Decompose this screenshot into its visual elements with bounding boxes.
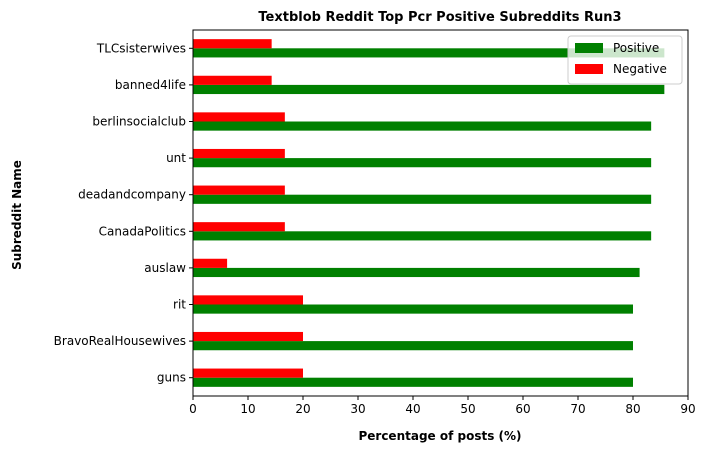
bar-positive-bravorealhousewives	[193, 341, 633, 351]
y-tick-label: BravoRealHousewives	[54, 334, 186, 348]
bar-positive-berlinsocialclub	[193, 121, 652, 131]
y-tick-label: guns	[157, 371, 186, 385]
x-tick-label: 0	[189, 402, 197, 416]
bar-negative-banned4life	[193, 75, 272, 85]
x-tick-label: 30	[350, 402, 365, 416]
bar-positive-unt	[193, 158, 652, 168]
legend-label-positive: Positive	[613, 41, 659, 55]
x-tick-label: 50	[460, 402, 475, 416]
plot-area	[192, 29, 689, 397]
bar-positive-canadapolitics	[193, 231, 652, 241]
bar-negative-auslaw	[193, 258, 228, 268]
bar-negative-tlcsisterwives	[193, 39, 272, 49]
y-tick-label: unt	[166, 151, 186, 165]
bar-negative-bravorealhousewives	[193, 331, 303, 342]
bar-negative-rit	[193, 295, 303, 305]
x-axis: 0 10 20 30 40 50 60 70 80 90	[189, 396, 696, 416]
bar-negative-berlinsocialclub	[193, 112, 285, 122]
y-tick-label: CanadaPolitics	[99, 224, 186, 238]
bar-negative-deadandcompany	[193, 185, 285, 195]
x-tick-label: 40	[405, 402, 420, 416]
x-tick-label: 60	[515, 402, 530, 416]
plot-frame	[192, 29, 689, 397]
y-axis-label: Subreddit Name	[10, 160, 24, 270]
bar-positive-tlcsisterwives	[193, 48, 665, 58]
bar-negative-canadapolitics	[193, 222, 285, 232]
bar-positive-guns	[193, 377, 633, 387]
bar-negative-unt	[193, 148, 285, 159]
x-tick-label: 80	[625, 402, 640, 416]
y-tick-label: rit	[173, 298, 186, 312]
x-tick-label: 90	[680, 402, 695, 416]
bar-positive-deadandcompany	[193, 194, 652, 204]
chart-title: Textblob Reddit Top Pcr Positive Subredd…	[258, 10, 621, 25]
legend-swatch-positive	[575, 43, 603, 53]
y-tick-label: banned4life	[115, 78, 186, 92]
y-tick-label: TLCsisterwives	[96, 41, 186, 55]
bar-positive-auslaw	[193, 267, 640, 278]
legend: Positive Negative	[567, 35, 683, 85]
legend-label-negative: Negative	[613, 62, 667, 76]
y-tick-label: berlinsocialclub	[92, 115, 186, 129]
x-axis-label: Percentage of posts (%)	[358, 429, 521, 443]
bar-positive-rit	[193, 304, 633, 314]
x-tick-label: 20	[295, 402, 310, 416]
y-tick-label: auslaw	[144, 261, 186, 275]
y-axis: TLCsisterwives banned4life berlinsocialclu…	[54, 41, 193, 385]
bar-positive-banned4life	[193, 84, 665, 95]
bar-negative-guns	[193, 368, 303, 378]
x-tick-label: 10	[240, 402, 255, 416]
legend-swatch-negative	[575, 64, 603, 74]
x-tick-label: 70	[570, 402, 585, 416]
y-tick-label: deadandcompany	[78, 188, 186, 202]
